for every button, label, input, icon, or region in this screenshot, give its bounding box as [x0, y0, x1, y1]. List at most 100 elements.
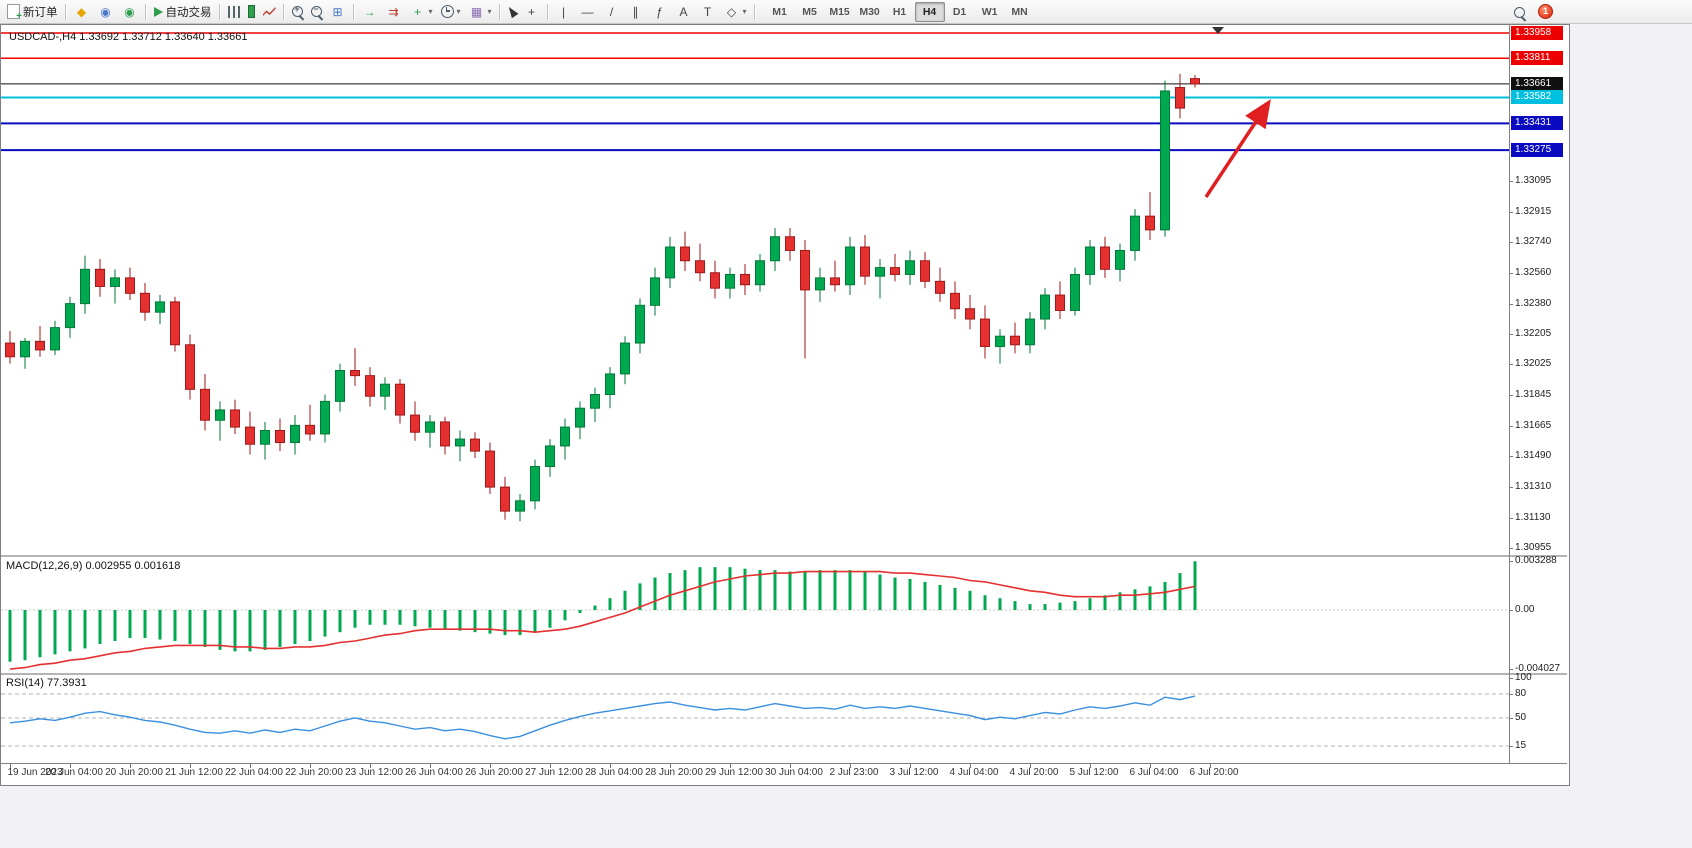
- fibonacci-icon[interactable]: ƒ: [648, 2, 672, 22]
- rsi-line: [9, 695, 1196, 740]
- candle: [860, 246, 870, 277]
- candle: [770, 236, 780, 262]
- candle: [50, 327, 60, 351]
- macd-histogram-bar: [788, 571, 792, 610]
- community-icon[interactable]: ◉: [94, 2, 118, 22]
- price-tick: 1.32205: [1515, 327, 1552, 339]
- macd-histogram-bar: [503, 610, 507, 636]
- macd-name: MACD(12,26,9): [6, 560, 83, 572]
- pane-separator-rsi[interactable]: [1, 673, 1567, 675]
- text-icon[interactable]: A: [672, 2, 696, 22]
- candle: [1025, 318, 1035, 346]
- rsi-scale-tick: 80: [1515, 688, 1527, 699]
- timeframe-button-MN[interactable]: MN: [1011, 5, 1028, 18]
- tile-windows-icon[interactable]: ⊞: [326, 2, 350, 22]
- candle: [65, 303, 75, 329]
- label-icon[interactable]: T: [696, 2, 720, 22]
- price-chart-surface[interactable]: [1, 25, 1569, 785]
- trend-arrow-annotation[interactable]: [1204, 99, 1271, 198]
- candle: [1175, 87, 1185, 109]
- crosshair-icon[interactable]: +: [520, 2, 544, 22]
- macd-histogram-bar: [938, 584, 942, 610]
- toolbar-group: +: [504, 0, 544, 23]
- price-tick-tickmark: [1509, 395, 1513, 397]
- chart-shift-icon[interactable]: ⇉: [382, 2, 406, 22]
- macd-histogram-bar: [563, 610, 567, 621]
- timeframe-button-M30[interactable]: M30: [859, 5, 880, 18]
- timeframe-button-M1[interactable]: M1: [772, 5, 787, 18]
- candle: [95, 268, 105, 287]
- timeframe-button-D1[interactable]: D1: [952, 5, 967, 18]
- candle: [455, 438, 465, 447]
- macd-histogram-bar: [548, 610, 552, 628]
- candle: [485, 450, 495, 488]
- macd-histogram-bar: [818, 570, 822, 610]
- candle: [380, 383, 390, 397]
- channel-icon[interactable]: ∥: [624, 2, 648, 22]
- trendline-icon[interactable]: /: [600, 2, 624, 22]
- chart-shift-marker[interactable]: [1212, 27, 1224, 34]
- line-chart-icon-glyph: [262, 6, 276, 17]
- rsi-scale-tick: 15: [1515, 740, 1527, 751]
- time-axis-label: 23 Jun 12:00: [345, 767, 403, 778]
- periods-glyph: [440, 5, 454, 18]
- macd-histogram-bar: [443, 610, 447, 630]
- time-tickmark: [670, 764, 671, 768]
- candle: [980, 318, 990, 347]
- candle: [665, 246, 675, 279]
- time-axis-label: 3 Jul 12:00: [889, 767, 939, 778]
- candle: [35, 340, 45, 351]
- candle: [575, 407, 585, 428]
- notification-badge[interactable]: 1: [1538, 4, 1553, 19]
- macd-histogram-bar: [653, 577, 657, 610]
- timeframe-toolbar: M1 M5 M15 M30 H1 H4 D1 W1 MN: [765, 1, 1035, 22]
- mql5-icon[interactable]: ◆: [70, 2, 94, 22]
- candle: [320, 400, 330, 435]
- indicators-button[interactable]: + ▾: [406, 2, 437, 22]
- market-icon[interactable]: ◉: [118, 2, 142, 22]
- price-tick: 1.32560: [1515, 266, 1552, 278]
- toolbar-groups: 新订单 ◆ ◉◉ 自动交易 ⊞ →⇉+▾▾▦▾ + |—/∥ƒAT◇▾: [3, 0, 759, 23]
- auto-scroll-icon[interactable]: →: [358, 2, 382, 22]
- candlestick-chart-icon[interactable]: [244, 2, 259, 22]
- macd-histogram-bar: [308, 610, 312, 642]
- candle: [1055, 294, 1065, 311]
- mql5-icon-glyph: ◆: [76, 4, 87, 19]
- pane-separator-macd[interactable]: [1, 555, 1567, 557]
- vertical-line-icon[interactable]: |: [552, 2, 576, 22]
- time-tickmark: [850, 764, 851, 768]
- timeframe-button-M15[interactable]: M15: [829, 5, 850, 18]
- macd-scale-max: 0.003288: [1515, 555, 1557, 567]
- search-icon[interactable]: [1514, 5, 1525, 23]
- zoom-in-icon[interactable]: [288, 2, 307, 22]
- rsi-scale-tick-tickmark: [1509, 718, 1513, 719]
- autotrading-button[interactable]: 自动交易: [150, 2, 216, 22]
- new-order-button[interactable]: 新订单: [3, 2, 62, 22]
- periods-button[interactable]: ▾: [437, 2, 465, 22]
- time-tickmark: [430, 764, 431, 768]
- macd-histogram-bar: [1118, 592, 1122, 610]
- timeframe-button-H1[interactable]: H1: [892, 5, 907, 18]
- shapes-button[interactable]: ◇ ▾: [720, 2, 751, 22]
- candle: [590, 394, 600, 409]
- line-chart-icon[interactable]: [259, 2, 280, 22]
- time-axis-label: 6 Jul 20:00: [1189, 767, 1239, 778]
- cursor-icon[interactable]: [504, 2, 520, 22]
- horizontal-line-icon[interactable]: —: [576, 2, 600, 22]
- timeframe-button-H4[interactable]: H4: [914, 1, 945, 22]
- time-axis-label: 20 Jun 04:00: [45, 767, 103, 778]
- candle: [725, 273, 735, 289]
- candle: [1115, 249, 1125, 270]
- timeframe-button-M5[interactable]: M5: [802, 5, 817, 18]
- templates-button[interactable]: ▦ ▾: [465, 2, 496, 22]
- zoom-out-icon[interactable]: [307, 2, 326, 22]
- candle: [800, 249, 810, 291]
- tile-windows-icon-glyph: ⊞: [332, 4, 343, 19]
- candle: [530, 466, 540, 502]
- time-axis-label: 4 Jul 04:00: [949, 767, 999, 778]
- candle: [920, 260, 930, 282]
- rsi-scale-tick: 50: [1515, 712, 1527, 723]
- bar-chart-icon[interactable]: [224, 2, 244, 22]
- timeframe-button-W1[interactable]: W1: [981, 5, 998, 18]
